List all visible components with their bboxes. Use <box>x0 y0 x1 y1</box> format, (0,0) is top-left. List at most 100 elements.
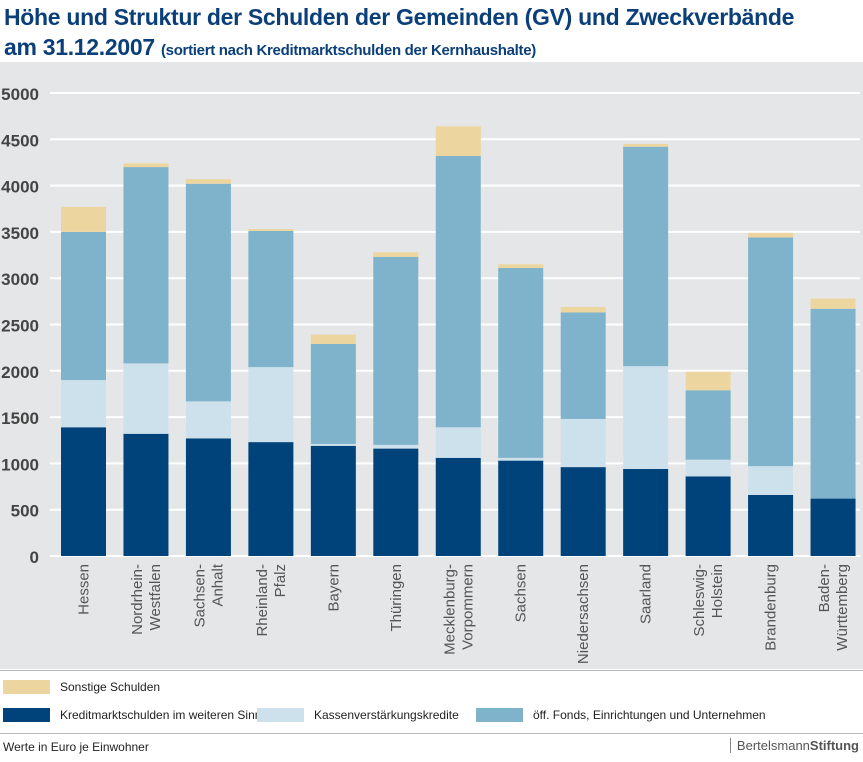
x-tick-label-7-line-0: Sachsen <box>513 564 530 622</box>
legend-label-kassen: Kassenverstärkungskredite <box>314 708 459 722</box>
bar-11-series-1 <box>748 466 794 495</box>
bar-4-series-2 <box>310 343 356 444</box>
x-tick-label-12-line-0: Baden- <box>816 564 833 612</box>
bar-7-series-2 <box>498 268 544 458</box>
x-tick-label-1-line-1: Westfalen <box>147 564 164 630</box>
brand-name-b: Stiftung <box>809 738 859 753</box>
title-date: am 31.12.2007 <box>4 34 155 60</box>
bar-2-series-2 <box>185 183 231 402</box>
bar-2-series-0 <box>185 438 231 556</box>
x-tick-label-12-line-1: Württemberg <box>834 564 851 651</box>
bar-4-series-0 <box>310 445 356 556</box>
legend-item-kreditmarkt: Kreditmarktschulden im weiteren Sinne <box>3 708 268 722</box>
x-tick-label-2-line-1: Anhalt <box>209 563 226 606</box>
bar-9-series-1 <box>623 366 669 469</box>
legend-swatch-fonds <box>476 708 523 722</box>
stacked-bar-chart: 0 500 1000 1500 2000 2500 3000 3500 4000 4500 5000… <box>1 85 860 664</box>
x-tick-label-11: Brandenburg <box>763 564 780 651</box>
title-line-1: Höhe und Struktur der Schulden der Gemei… <box>4 4 795 30</box>
bar-7-series-0 <box>498 460 544 556</box>
legend-swatch-sonstige <box>3 680 50 694</box>
y-tick-label-0: 0 <box>30 548 39 567</box>
bar-5-series-3 <box>373 252 419 257</box>
bar-9-series-2 <box>623 146 669 367</box>
x-tick-label-3-line-0: Rheinland- <box>254 564 271 637</box>
bar-7-series-3 <box>498 264 544 269</box>
bar-10-series-1 <box>685 459 731 477</box>
bar-0-series-2 <box>61 231 106 381</box>
y-tick-label-4500: 4500 <box>1 131 39 150</box>
bar-1-series-2 <box>123 167 169 364</box>
y-tick-label-500: 500 <box>11 502 39 521</box>
legend-label-kreditmarkt: Kreditmarktschulden im weiteren Sinne <box>60 708 269 722</box>
bar-12-series-3 <box>810 298 856 309</box>
bar-11-series-2 <box>748 237 794 467</box>
bar-5-series-2 <box>373 256 419 445</box>
x-tick-label-1-line-0: Nordrhein- <box>129 564 146 635</box>
y-tick-label-4000: 4000 <box>1 178 39 197</box>
bar-2-series-1 <box>185 401 231 439</box>
bar-1-series-1 <box>123 363 169 434</box>
legend-swatch-kassen <box>257 708 304 722</box>
x-tick-label-0-line-0: Hessen <box>76 564 93 615</box>
bar-5-series-1 <box>373 444 419 449</box>
bar-3-series-2 <box>248 230 294 368</box>
bar-5-series-0 <box>373 448 419 556</box>
bar-3-series-3 <box>248 229 294 231</box>
bar-3-series-1 <box>248 367 294 443</box>
legend-item-fonds: öff. Fonds, Einrichtungen und Unternehme… <box>476 708 766 722</box>
bar-0-series-0 <box>61 427 106 556</box>
bar-12-series-2 <box>810 308 856 499</box>
y-tick-label-1500: 1500 <box>1 409 39 428</box>
x-tick-label-6-line-1: Vorpommern <box>459 564 476 650</box>
x-tick-label-11-line-0: Brandenburg <box>763 564 780 651</box>
x-tick-label-12: Baden-Württemberg <box>816 564 851 651</box>
units-note: Werte in Euro je Einwohner <box>3 740 149 754</box>
x-tick-label-10-line-0: Schleswig- <box>691 564 708 637</box>
bar-8-series-3 <box>560 306 606 313</box>
bar-6-series-0 <box>435 457 481 556</box>
x-tick-label-3-line-1: Pfalz <box>272 564 289 597</box>
x-tick-label-5-line-0: Thüringen <box>388 564 405 632</box>
x-tick-label-6-line-0: Mecklenburg- <box>441 564 458 655</box>
bar-6-series-2 <box>435 155 481 428</box>
y-tick-label-2000: 2000 <box>1 363 39 382</box>
title-line-2: am 31.12.2007 (sortiert nach Kreditmarkt… <box>4 32 859 66</box>
y-tick-label-1000: 1000 <box>1 455 39 474</box>
x-tick-label-2-line-0: Sachsen- <box>191 564 208 627</box>
bar-10-series-2 <box>685 390 731 460</box>
x-tick-label-9-line-0: Saarland <box>638 564 655 624</box>
x-tick-label-8: Niedersachsen <box>575 564 592 664</box>
bar-11-series-3 <box>748 232 794 238</box>
y-tick-label-3500: 3500 <box>1 224 39 243</box>
bar-6-series-1 <box>435 427 481 458</box>
bar-9-series-3 <box>623 143 669 147</box>
legend-item-sonstige: Sonstige Schulden <box>3 680 160 694</box>
x-tick-label-5: Thüringen <box>388 564 405 632</box>
bar-0-series-3 <box>61 206 106 232</box>
x-tick-label-1: Nordrhein-Westfalen <box>129 564 164 635</box>
bar-8-series-0 <box>560 467 606 556</box>
bar-7-series-1 <box>498 457 544 461</box>
bar-1-series-0 <box>123 433 169 556</box>
x-tick-label-2: Sachsen-Anhalt <box>191 563 226 627</box>
bar-10-series-3 <box>685 371 731 391</box>
brand-logo: BertelsmannStiftung <box>729 738 859 753</box>
bar-4-series-3 <box>310 334 356 344</box>
x-tick-label-4-line-0: Bayern <box>325 564 342 612</box>
bar-10-series-0 <box>685 476 731 556</box>
bar-11-series-0 <box>748 494 794 556</box>
legend-item-kassen: Kassenverstärkungskredite <box>257 708 459 722</box>
bar-8-series-1 <box>560 418 606 468</box>
x-tick-label-7: Sachsen <box>513 564 530 622</box>
bar-9-series-0 <box>623 468 669 556</box>
x-tick-label-0: Hessen <box>76 564 93 615</box>
x-tick-label-6: Mecklenburg-Vorpommern <box>441 564 476 655</box>
y-tick-label-3000: 3000 <box>1 270 39 289</box>
bar-2-series-3 <box>185 179 231 184</box>
legend-swatch-kreditmarkt <box>3 708 50 722</box>
legend-label-sonstige: Sonstige Schulden <box>60 680 161 694</box>
y-tick-label-5000: 5000 <box>1 85 39 104</box>
x-tick-label-10: Schleswig-Holstein <box>691 564 726 637</box>
legend-label-fonds: öff. Fonds, Einrichtungen und Unternehme… <box>533 708 766 722</box>
